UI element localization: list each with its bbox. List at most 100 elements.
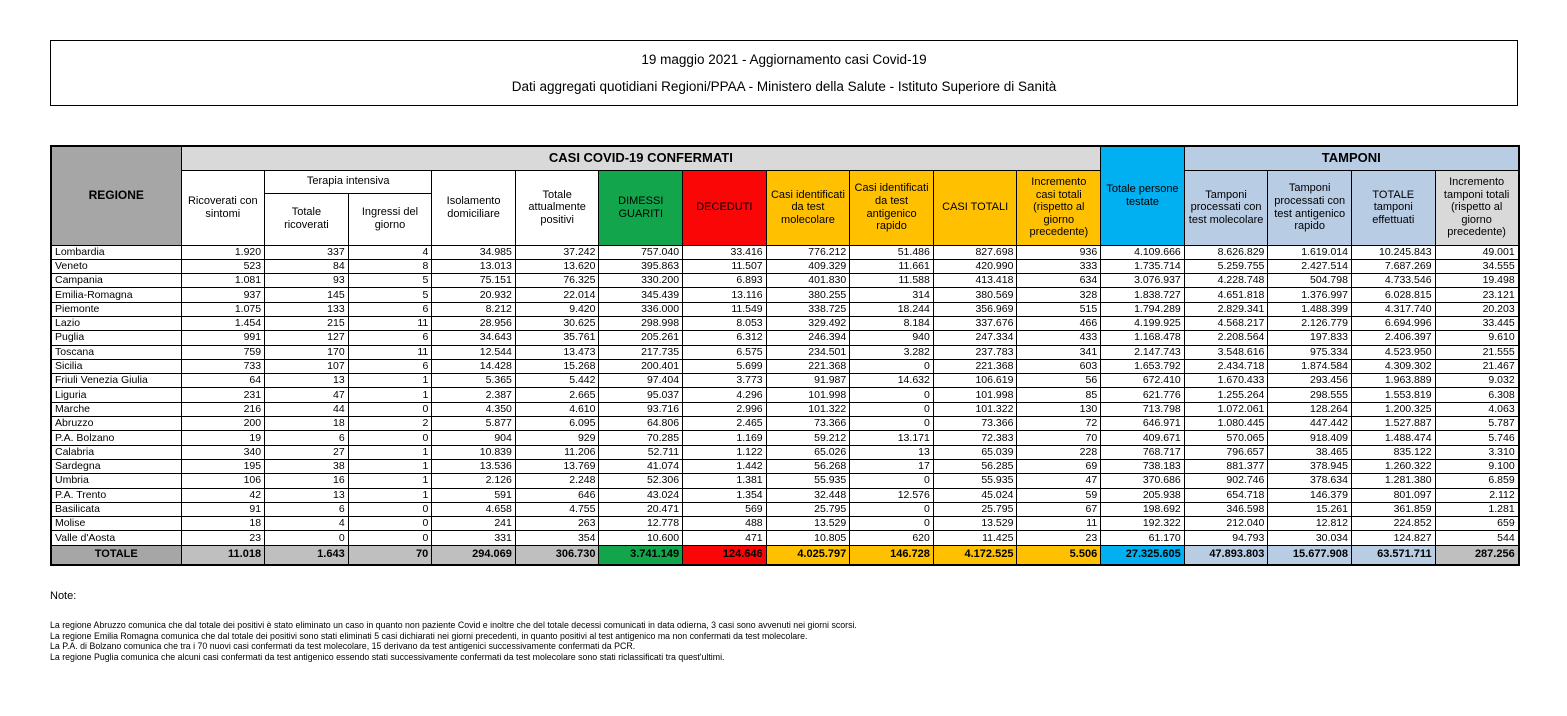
value-cell: 8.212 (431, 301, 516, 317)
value-cell: 2.829.341 (1183, 301, 1269, 317)
value-cell: 1.075 (180, 301, 266, 317)
value-cell: 2.126.779 (1267, 315, 1352, 332)
value-cell: 1.376.997 (1267, 287, 1352, 303)
value-cell: 25.795 (765, 501, 851, 518)
note-line: La regione Abruzzo comunica che dal tota… (50, 620, 857, 630)
value-cell: 5.787 (1434, 416, 1520, 432)
report-date-title: 19 maggio 2021 - Aggiornamento casi Covi… (641, 52, 927, 68)
value-cell: 1.072.061 (1183, 401, 1269, 418)
value-cell: 3.076.937 (1100, 273, 1185, 289)
value-cell: 247.334 (932, 330, 1018, 346)
value-cell: 43.024 (598, 487, 684, 503)
value-cell: 70 (1016, 430, 1102, 446)
totale-value-cell: 11.018 (180, 544, 266, 566)
value-cell: 18 (180, 516, 266, 532)
value-cell: 9.032 (1434, 373, 1520, 389)
value-cell: 768.717 (1100, 444, 1185, 460)
region-name: Puglia (50, 330, 182, 346)
value-cell: 413.418 (932, 273, 1018, 289)
value-cell: 759 (180, 344, 266, 360)
value-cell: 94.793 (1183, 530, 1269, 546)
value-cell: 101.998 (765, 387, 851, 403)
value-cell: 14.632 (849, 373, 934, 389)
value-cell: 101.322 (765, 401, 851, 418)
value-cell: 1.381 (682, 473, 767, 489)
value-cell: 515 (1016, 301, 1102, 317)
value-cell: 10.839 (431, 444, 516, 460)
value-cell: 38 (264, 458, 349, 475)
value-cell: 2.147.743 (1100, 344, 1185, 360)
value-cell: 4.309.302 (1350, 358, 1436, 375)
region-name: Veneto (50, 258, 182, 275)
value-cell: 338.725 (765, 301, 851, 317)
value-cell: 620 (849, 530, 934, 546)
value-cell: 101.322 (932, 401, 1018, 418)
value-cell: 8.053 (682, 315, 767, 332)
value-cell: 146.379 (1267, 487, 1352, 503)
value-cell: 991 (180, 330, 266, 346)
value-cell: 217.735 (598, 344, 684, 360)
totale-value-cell: 63.571.711 (1350, 544, 1436, 566)
value-cell: 133 (264, 301, 349, 317)
value-cell: 298.555 (1267, 387, 1352, 403)
value-cell: 341 (1016, 344, 1102, 360)
value-cell: 2.387 (431, 387, 516, 403)
value-cell: 1.260.322 (1350, 458, 1436, 475)
value-cell: 13.769 (514, 458, 600, 475)
banner-tamponi: TAMPONI (1183, 145, 1520, 171)
table-row: Basilicata 91 6 0 4.658 4.755 20.471 569 25.795 0… (50, 501, 1520, 518)
value-cell: 20.932 (431, 287, 516, 303)
value-cell: 34.985 (431, 244, 516, 260)
region-name: Lazio (50, 315, 182, 332)
value-cell: 195 (180, 458, 266, 475)
value-cell: 1.670.433 (1183, 373, 1269, 389)
value-cell: 1 (347, 387, 433, 403)
region-name: Valle d'Aosta (50, 530, 182, 546)
value-cell: 198.692 (1100, 501, 1185, 518)
value-cell: 212.040 (1183, 516, 1269, 532)
region-name: Friuli Venezia Giulia (50, 373, 182, 389)
value-cell: 1.081 (180, 273, 266, 289)
notes-list: La regione Abruzzo comunica che dal tota… (50, 620, 1530, 662)
value-cell: 1.281.380 (1350, 473, 1436, 489)
value-cell: 4.733.546 (1350, 273, 1436, 289)
totale-value-cell: 4.172.525 (932, 544, 1018, 566)
table-row: Umbria 106 16 1 2.126 2.248 52.306 1.381 55.935 0… (50, 473, 1520, 489)
value-cell: 45.024 (932, 487, 1018, 503)
value-cell: 337.676 (932, 315, 1018, 332)
value-cell: 205.261 (598, 330, 684, 346)
table-row: Piemonte 1.075 133 6 8.212 9.420 336.000 11.549… (50, 301, 1520, 317)
value-cell: 23 (1016, 530, 1102, 546)
value-cell: 30.625 (514, 315, 600, 332)
value-cell: 106 (180, 473, 266, 489)
value-cell: 231 (180, 387, 266, 403)
value-cell: 1.488.474 (1350, 430, 1436, 446)
value-cell: 59.212 (765, 430, 851, 446)
value-cell: 378.634 (1267, 473, 1352, 489)
value-cell: 4.568.217 (1183, 315, 1269, 332)
value-cell: 8.626.829 (1183, 244, 1269, 260)
value-cell: 197.833 (1267, 330, 1352, 346)
value-cell: 6 (347, 330, 433, 346)
value-cell: 646.971 (1100, 416, 1185, 432)
value-cell: 420.990 (932, 258, 1018, 275)
value-cell: 18.244 (849, 301, 934, 317)
value-cell: 84 (264, 258, 349, 275)
value-cell: 544 (1434, 530, 1520, 546)
value-cell: 4.317.740 (1350, 301, 1436, 317)
table-row: Sicilia 733 107 6 14.428 15.268 200.401 5.699 22… (50, 358, 1520, 375)
value-cell: 95.037 (598, 387, 684, 403)
totale-value-cell: 70 (347, 544, 433, 566)
table-row: Liguria 231 47 1 2.387 2.665 95.037 4.296 101.99… (50, 387, 1520, 403)
value-cell: 5.259.755 (1183, 258, 1269, 275)
value-cell: 1.281 (1434, 501, 1520, 518)
value-cell: 11.507 (682, 258, 767, 275)
value-cell: 73.366 (765, 416, 851, 432)
value-cell: 55.935 (765, 473, 851, 489)
value-cell: 4.296 (682, 387, 767, 403)
col-header-isolamento-domiciliare: Isolamento domiciliare (431, 169, 516, 246)
col-header-tamponi-antigenico: Tamponi processati con test antigenico r… (1267, 169, 1352, 246)
totale-value-cell: 1.643 (264, 544, 349, 566)
region-name: P.A. Trento (50, 487, 182, 503)
value-cell: 6.694.996 (1350, 315, 1436, 332)
